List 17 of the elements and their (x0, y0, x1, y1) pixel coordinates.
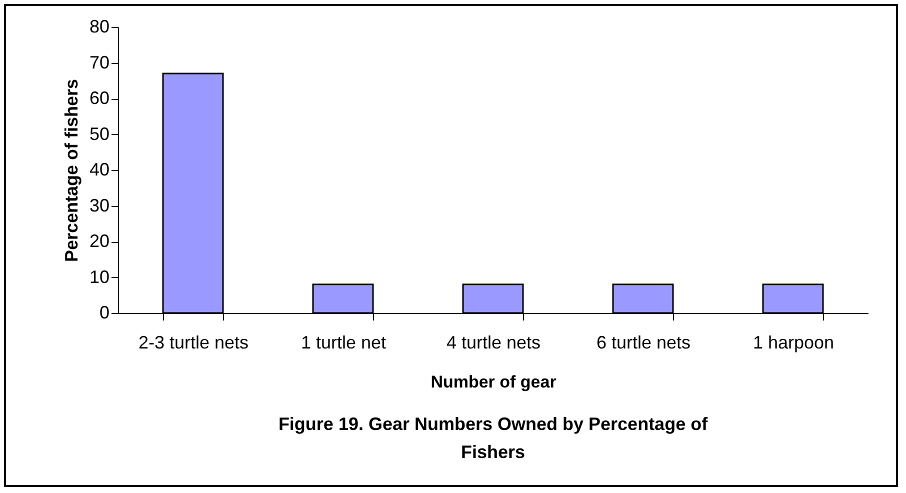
y-tick-label: 30 (89, 195, 110, 216)
x-tick-label: 6 turtle nets (596, 332, 691, 352)
x-axis-title: Number of gear (430, 372, 557, 392)
y-tick-label: 80 (89, 16, 110, 36)
y-tick-label: 10 (89, 266, 110, 287)
y-tick-label: 40 (89, 160, 110, 180)
x-tick-label: 1 harpoon (752, 332, 834, 352)
y-axis-title: Percentage of fishers (61, 78, 82, 262)
x-tick-label: 1 turtle net (300, 332, 386, 352)
text: Figure 19. Gear Numbers Owned by Percentage of Fishers (278, 414, 709, 462)
y-tick-label: 0 (99, 302, 110, 322)
y-tick-label: 70 (89, 52, 110, 72)
y-tick-label: 50 (89, 124, 110, 144)
x-tick-label: 2-3 turtle nets (138, 332, 249, 352)
y-tick-label: 60 (89, 88, 110, 108)
y-tick-label: 20 (89, 231, 110, 251)
x-tick-label: 4 turtle nets (446, 332, 541, 352)
